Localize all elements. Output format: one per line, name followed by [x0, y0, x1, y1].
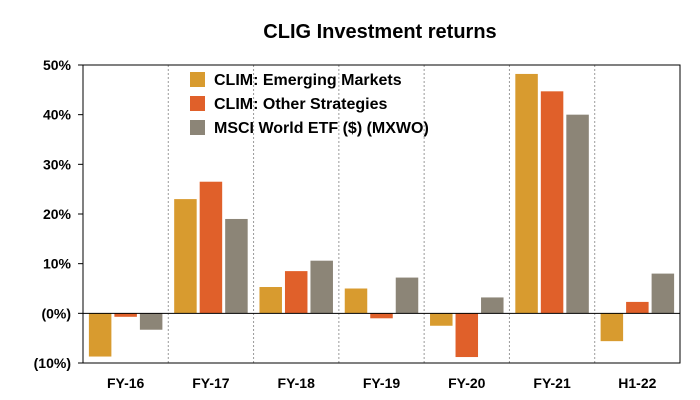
- x-tick-label: FY-20: [448, 375, 486, 391]
- tick-labels: 50% 40% 30% 20% 10% (0%) (10%) FY-16 FY-17 FY-18 F…: [34, 57, 657, 391]
- bar: [114, 313, 137, 317]
- bar: [174, 199, 197, 314]
- x-tick-label: FY-17: [192, 375, 230, 391]
- x-tick-label: FY-18: [278, 375, 316, 391]
- y-tick-label: 40%: [43, 107, 72, 123]
- y-tick-label: (0%): [41, 305, 71, 321]
- bar: [199, 181, 223, 314]
- bar: [566, 114, 589, 314]
- bar: [430, 313, 453, 326]
- bar: [600, 313, 624, 342]
- legend-label: CLIM: Emerging Markets: [214, 72, 402, 89]
- bar: [651, 273, 675, 314]
- x-tick-label: FY-21: [533, 375, 571, 391]
- legend-swatch: [190, 96, 205, 111]
- bar: [310, 260, 333, 314]
- bar: [139, 313, 163, 330]
- x-tick-label: H1-22: [618, 375, 656, 391]
- x-tick-label: FY-16: [107, 375, 145, 391]
- chart-title: CLIG Investment returns: [263, 21, 496, 43]
- bar: [395, 277, 419, 314]
- y-tick-label: 50%: [43, 57, 72, 73]
- bars-layer: [88, 73, 675, 358]
- legend-label: CLIM: Other Strategies: [214, 96, 387, 113]
- bar: [284, 271, 308, 314]
- bar: [540, 91, 564, 314]
- bar: [370, 313, 393, 319]
- axes-layer: [78, 64, 681, 364]
- legend-swatch: [190, 120, 205, 135]
- legend-label: MSCI World ETF ($) (MXWO): [214, 120, 429, 137]
- bar: [481, 297, 504, 314]
- legend-swatch: [190, 72, 205, 87]
- x-tick-label: FY-19: [363, 375, 401, 391]
- bar: [344, 288, 368, 314]
- bar: [88, 313, 112, 357]
- y-tick-label: 10%: [43, 256, 72, 272]
- bar: [259, 287, 282, 314]
- y-tick-label: 20%: [43, 206, 72, 222]
- bar: [515, 73, 538, 314]
- bar: [225, 218, 248, 314]
- y-tick-label: (10%): [34, 355, 71, 371]
- y-tick-label: 30%: [43, 156, 72, 172]
- bar: [626, 301, 649, 314]
- legend: CLIM: Emerging Markets CLIM: Other Strate…: [190, 72, 429, 137]
- bar: [455, 313, 479, 358]
